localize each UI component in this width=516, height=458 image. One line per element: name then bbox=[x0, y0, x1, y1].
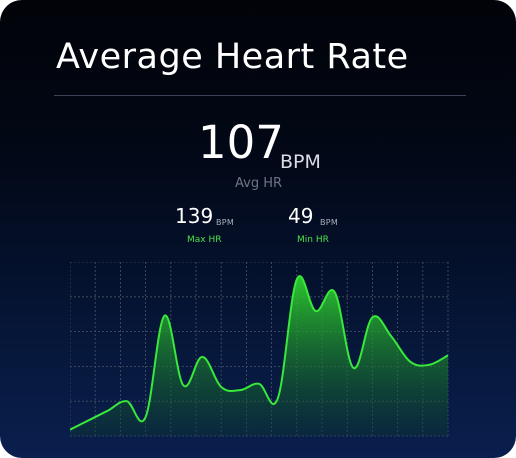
min-hr-unit: BPM bbox=[320, 218, 339, 227]
title-divider bbox=[54, 95, 466, 96]
min-hr-label: Min HR bbox=[297, 235, 329, 245]
chart-series bbox=[70, 275, 449, 436]
heart-rate-area-fill bbox=[70, 276, 448, 436]
min-hr-value: 49 bbox=[288, 204, 314, 228]
average-hr-unit: BPM bbox=[280, 151, 321, 173]
average-hr-value: 107 bbox=[198, 116, 284, 169]
max-hr-value: 139 bbox=[175, 204, 214, 228]
card-title: Average Heart Rate bbox=[56, 37, 409, 77]
max-hr-label: Max HR bbox=[187, 235, 222, 245]
heart-rate-line bbox=[70, 275, 449, 431]
max-hr-unit: BPM bbox=[216, 218, 235, 227]
average-hr-label: Avg HR bbox=[235, 176, 283, 191]
heart-rate-area-chart bbox=[70, 262, 449, 437]
